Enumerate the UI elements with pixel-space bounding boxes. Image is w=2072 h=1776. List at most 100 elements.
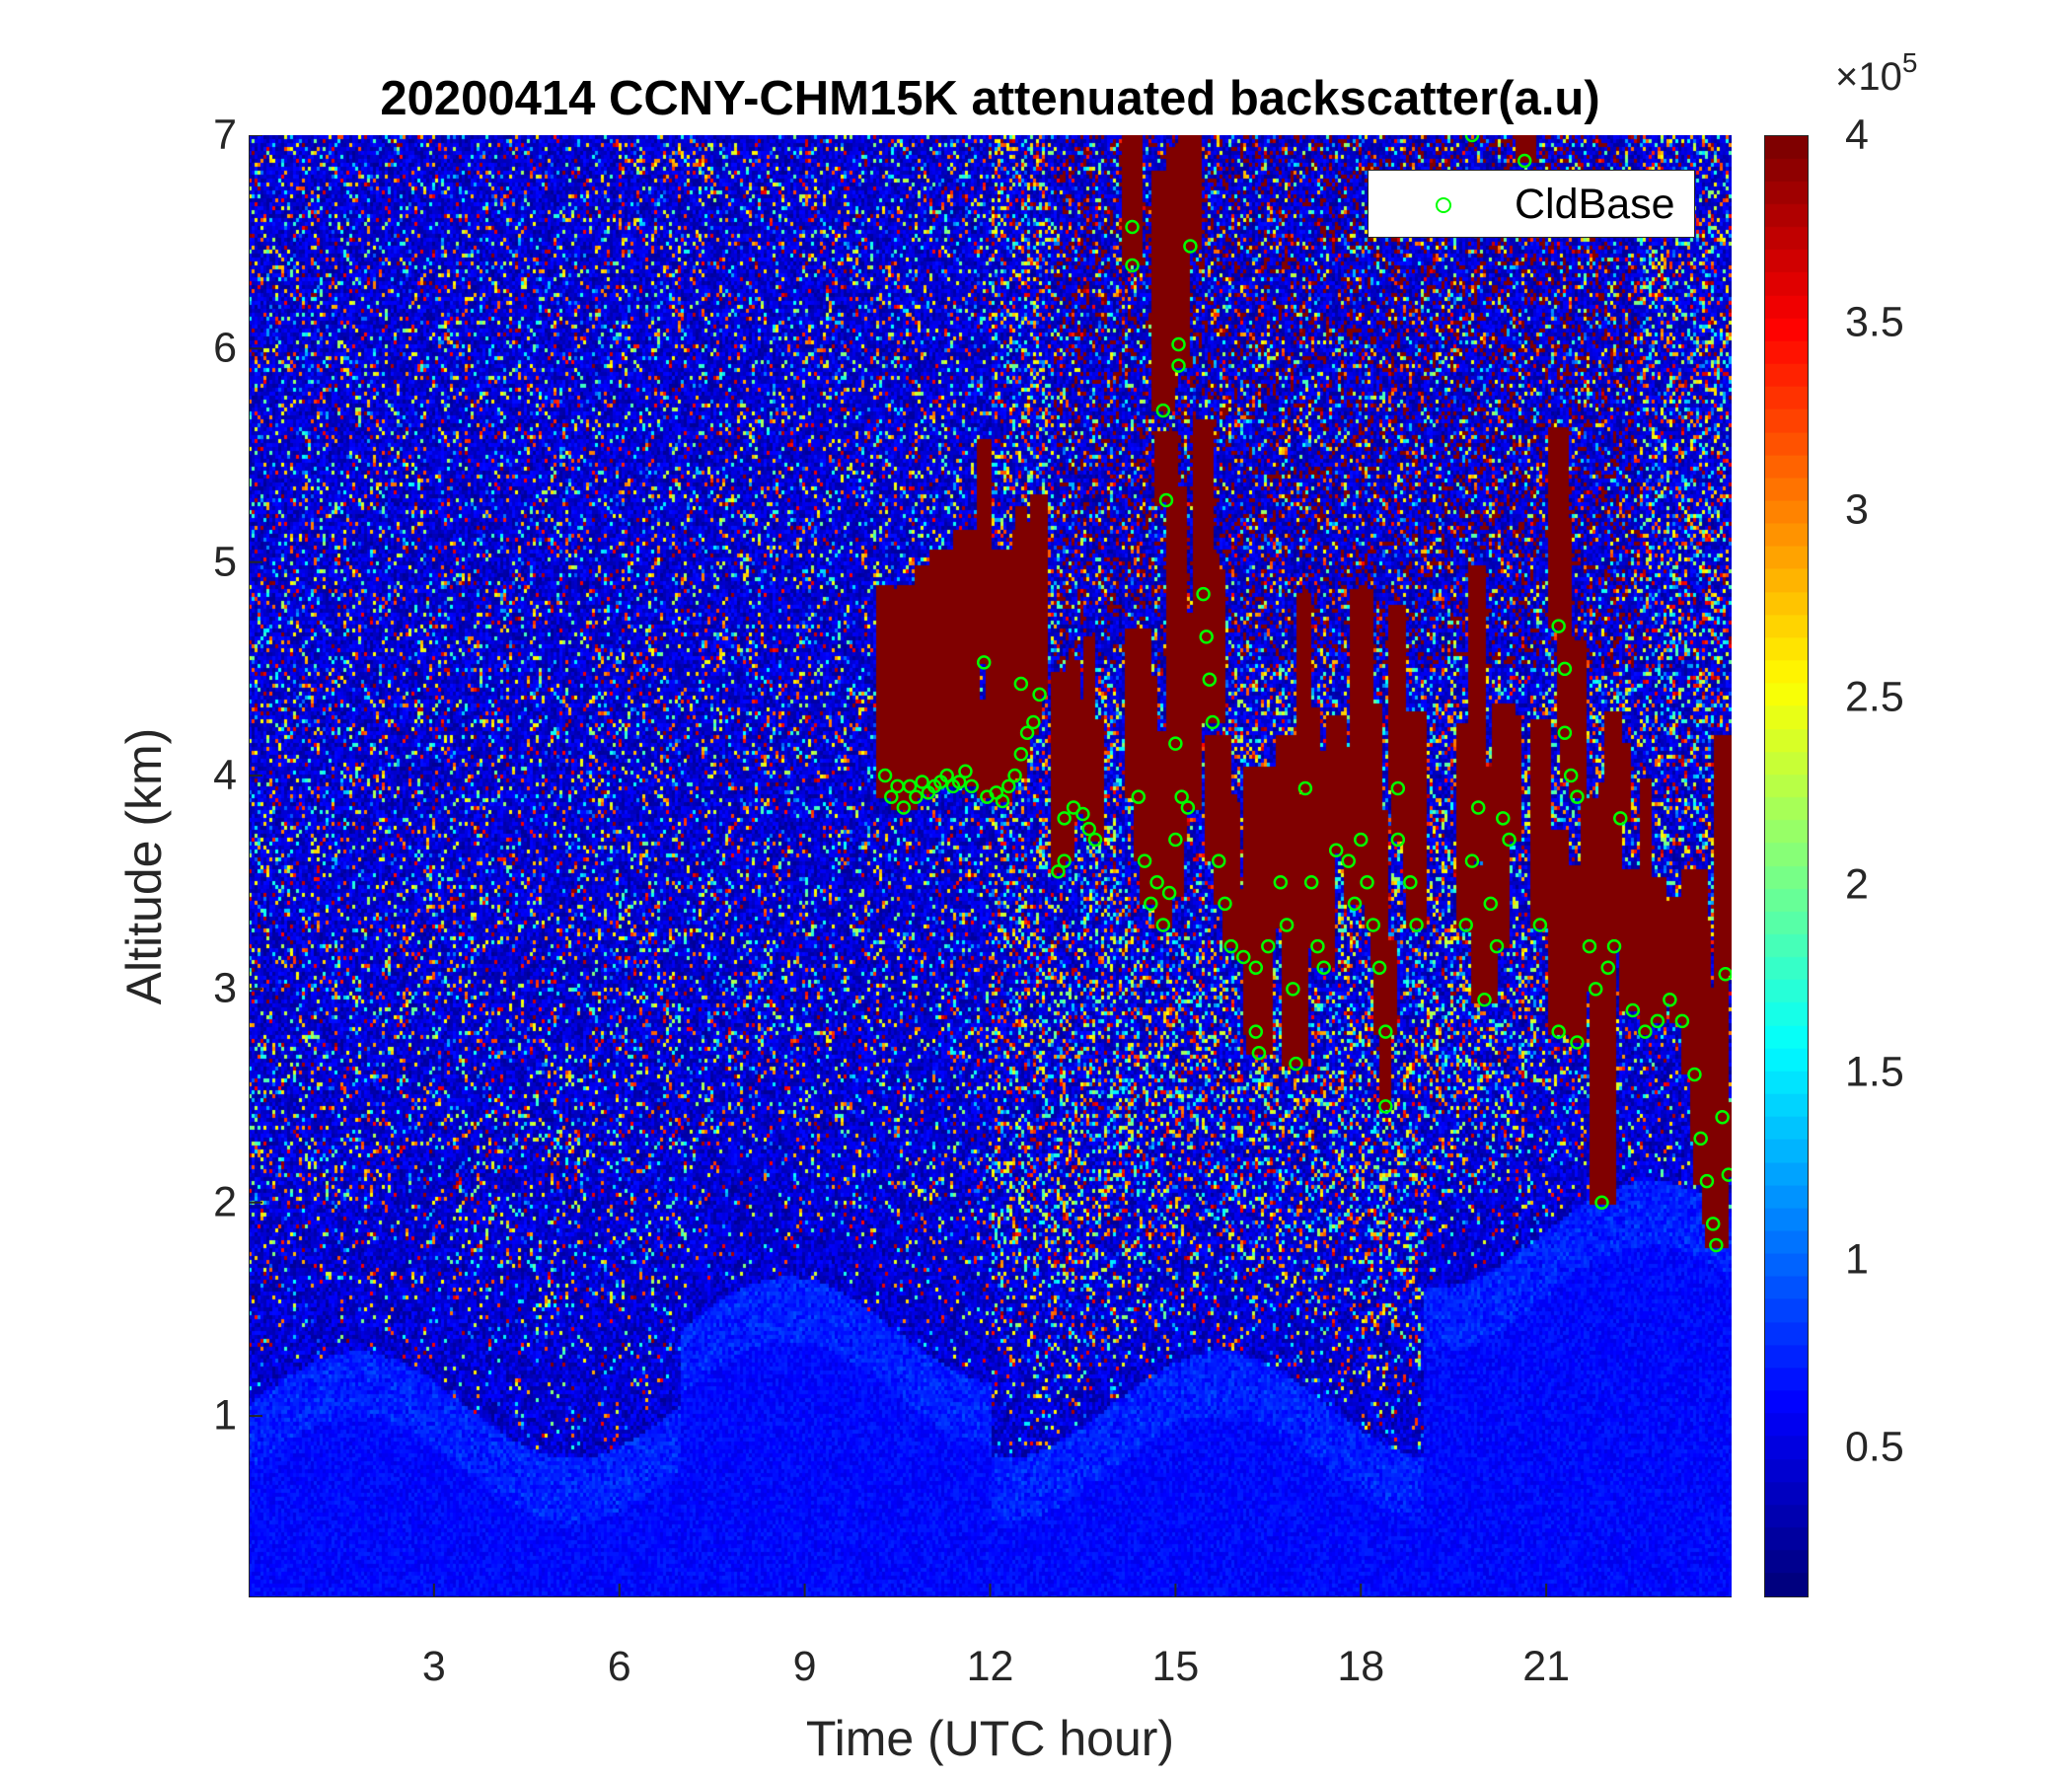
- cldbase-point: [1202, 672, 1218, 687]
- cldbase-point: [1131, 789, 1147, 804]
- cldbase-point: [1087, 832, 1103, 848]
- y-tick-label: 4: [213, 751, 237, 799]
- cldbase-point: [1180, 800, 1196, 815]
- cldbase-point: [1563, 768, 1579, 783]
- cldbase-point: [1674, 1013, 1690, 1029]
- cldbase-point: [1718, 967, 1732, 982]
- x-tick-label: 12: [966, 1643, 1014, 1690]
- cldbase-point: [1223, 938, 1238, 954]
- cldbase-point: [1125, 219, 1140, 235]
- cldbase-point: [1606, 938, 1622, 954]
- cldbase-point: [884, 789, 899, 804]
- cldbase-point: [1007, 768, 1022, 783]
- cldbase-point: [1663, 992, 1677, 1007]
- cldbase-point: [1705, 1217, 1721, 1231]
- legend-label: CldBase: [1515, 181, 1675, 228]
- cldbase-point: [1489, 938, 1505, 954]
- cldbase-point: [1075, 806, 1090, 822]
- cldbase-point: [1218, 896, 1232, 912]
- backscatter-heatmap: [249, 135, 1732, 1597]
- y-tick-label: 7: [213, 111, 237, 159]
- cldbase-point: [1303, 874, 1319, 890]
- cldbase-point: [1638, 1024, 1653, 1039]
- cldbase-point: [1477, 992, 1492, 1007]
- x-tick-label: 15: [1151, 1643, 1200, 1690]
- colorbar-tick-label: 2.5: [1845, 673, 1904, 721]
- cloud-base-overlay: [249, 135, 1732, 1597]
- cldbase-point: [1532, 918, 1548, 932]
- cldbase-point: [1378, 1024, 1393, 1039]
- cldbase-point: [1196, 586, 1211, 602]
- cldbase-point: [909, 789, 924, 804]
- cldbase-point: [1211, 853, 1226, 868]
- y-axis-label: Altitude (km): [116, 727, 172, 1005]
- cldbase-point: [1594, 1195, 1609, 1211]
- cldbase-point: [1205, 714, 1221, 730]
- cldbase-point: [1174, 789, 1189, 804]
- cldbase-point: [1297, 780, 1313, 796]
- cldbase-point: [976, 655, 992, 670]
- y-tick-label: 1: [213, 1391, 237, 1440]
- colorbar-tick-label: 2: [1845, 860, 1869, 909]
- cldbase-point: [1570, 789, 1585, 804]
- cldbase-point: [896, 800, 912, 815]
- cldbase-point: [1144, 896, 1158, 912]
- cldbase-point: [1403, 874, 1418, 890]
- cldbase-point: [1600, 960, 1615, 976]
- cldbase-point: [915, 775, 929, 789]
- x-tick-label: 3: [421, 1643, 446, 1690]
- cldbase-point: [1199, 629, 1214, 644]
- colorbar-tick-label: 3: [1845, 485, 1869, 534]
- colorbar-tick-label: 4: [1845, 111, 1869, 159]
- colorbar-tick-label: 1: [1845, 1235, 1869, 1284]
- multiplier-exponent: 5: [1901, 47, 1918, 78]
- y-tick-label: 5: [213, 538, 237, 586]
- cldbase-point: [890, 778, 905, 794]
- chart-title: 20200414 CCNY-CHM15K attenuated backscat…: [380, 72, 1600, 125]
- cldbase-point: [1354, 832, 1369, 848]
- cldbase-point: [1051, 864, 1066, 879]
- cldbase-point: [1149, 874, 1164, 890]
- legend-circle-marker-icon: [1436, 197, 1451, 213]
- y-tick-label: 2: [213, 1178, 237, 1226]
- cldbase-point: [1001, 778, 1016, 794]
- cldbase-point: [1613, 811, 1628, 826]
- cldbase-point: [1464, 853, 1480, 868]
- cldbase-point: [1057, 811, 1072, 826]
- cldbase-point: [1341, 853, 1356, 868]
- cldbase-point: [1261, 938, 1276, 954]
- cldbase-point: [1316, 960, 1331, 976]
- cldbase-point: [1057, 853, 1072, 868]
- cldbase-point: [1470, 800, 1486, 815]
- cldbase-point: [1458, 918, 1473, 932]
- cldbase-point: [1699, 1173, 1715, 1189]
- cldbase-point: [1371, 960, 1387, 976]
- cldbase-point: [1709, 1237, 1724, 1253]
- cldbase-point: [1171, 336, 1186, 352]
- cldbase-point: [964, 778, 979, 794]
- cldbase-point: [1557, 661, 1573, 677]
- cldbase-point: [1687, 1067, 1702, 1082]
- cldbase-point: [958, 764, 973, 778]
- x-tick-label: 18: [1337, 1643, 1385, 1690]
- cldbase-point: [1251, 1046, 1267, 1061]
- colorbar-tick-label: 0.5: [1845, 1423, 1904, 1471]
- cldbase-point: [1378, 1099, 1393, 1114]
- colorbar-tick-label: 3.5: [1845, 298, 1904, 346]
- cldbase-point: [995, 793, 1010, 809]
- y-tick-label: 3: [213, 964, 237, 1012]
- cldbase-point: [1155, 918, 1171, 932]
- cldbase-point: [939, 768, 954, 783]
- cldbase-point: [1496, 811, 1511, 826]
- cldbase-point: [1693, 1131, 1708, 1147]
- cldbase-point: [1557, 725, 1573, 741]
- colorbar: [1764, 135, 1809, 1597]
- cldbase-point: [1279, 918, 1295, 932]
- cldbase-point: [951, 775, 967, 789]
- cldbase-point: [1289, 1056, 1303, 1072]
- cldbase-point: [1390, 832, 1406, 848]
- cldbase-point: [1483, 896, 1499, 912]
- cldbase-point: [1137, 853, 1152, 868]
- cldbase-point: [1248, 960, 1264, 976]
- cldbase-point: [1286, 982, 1300, 997]
